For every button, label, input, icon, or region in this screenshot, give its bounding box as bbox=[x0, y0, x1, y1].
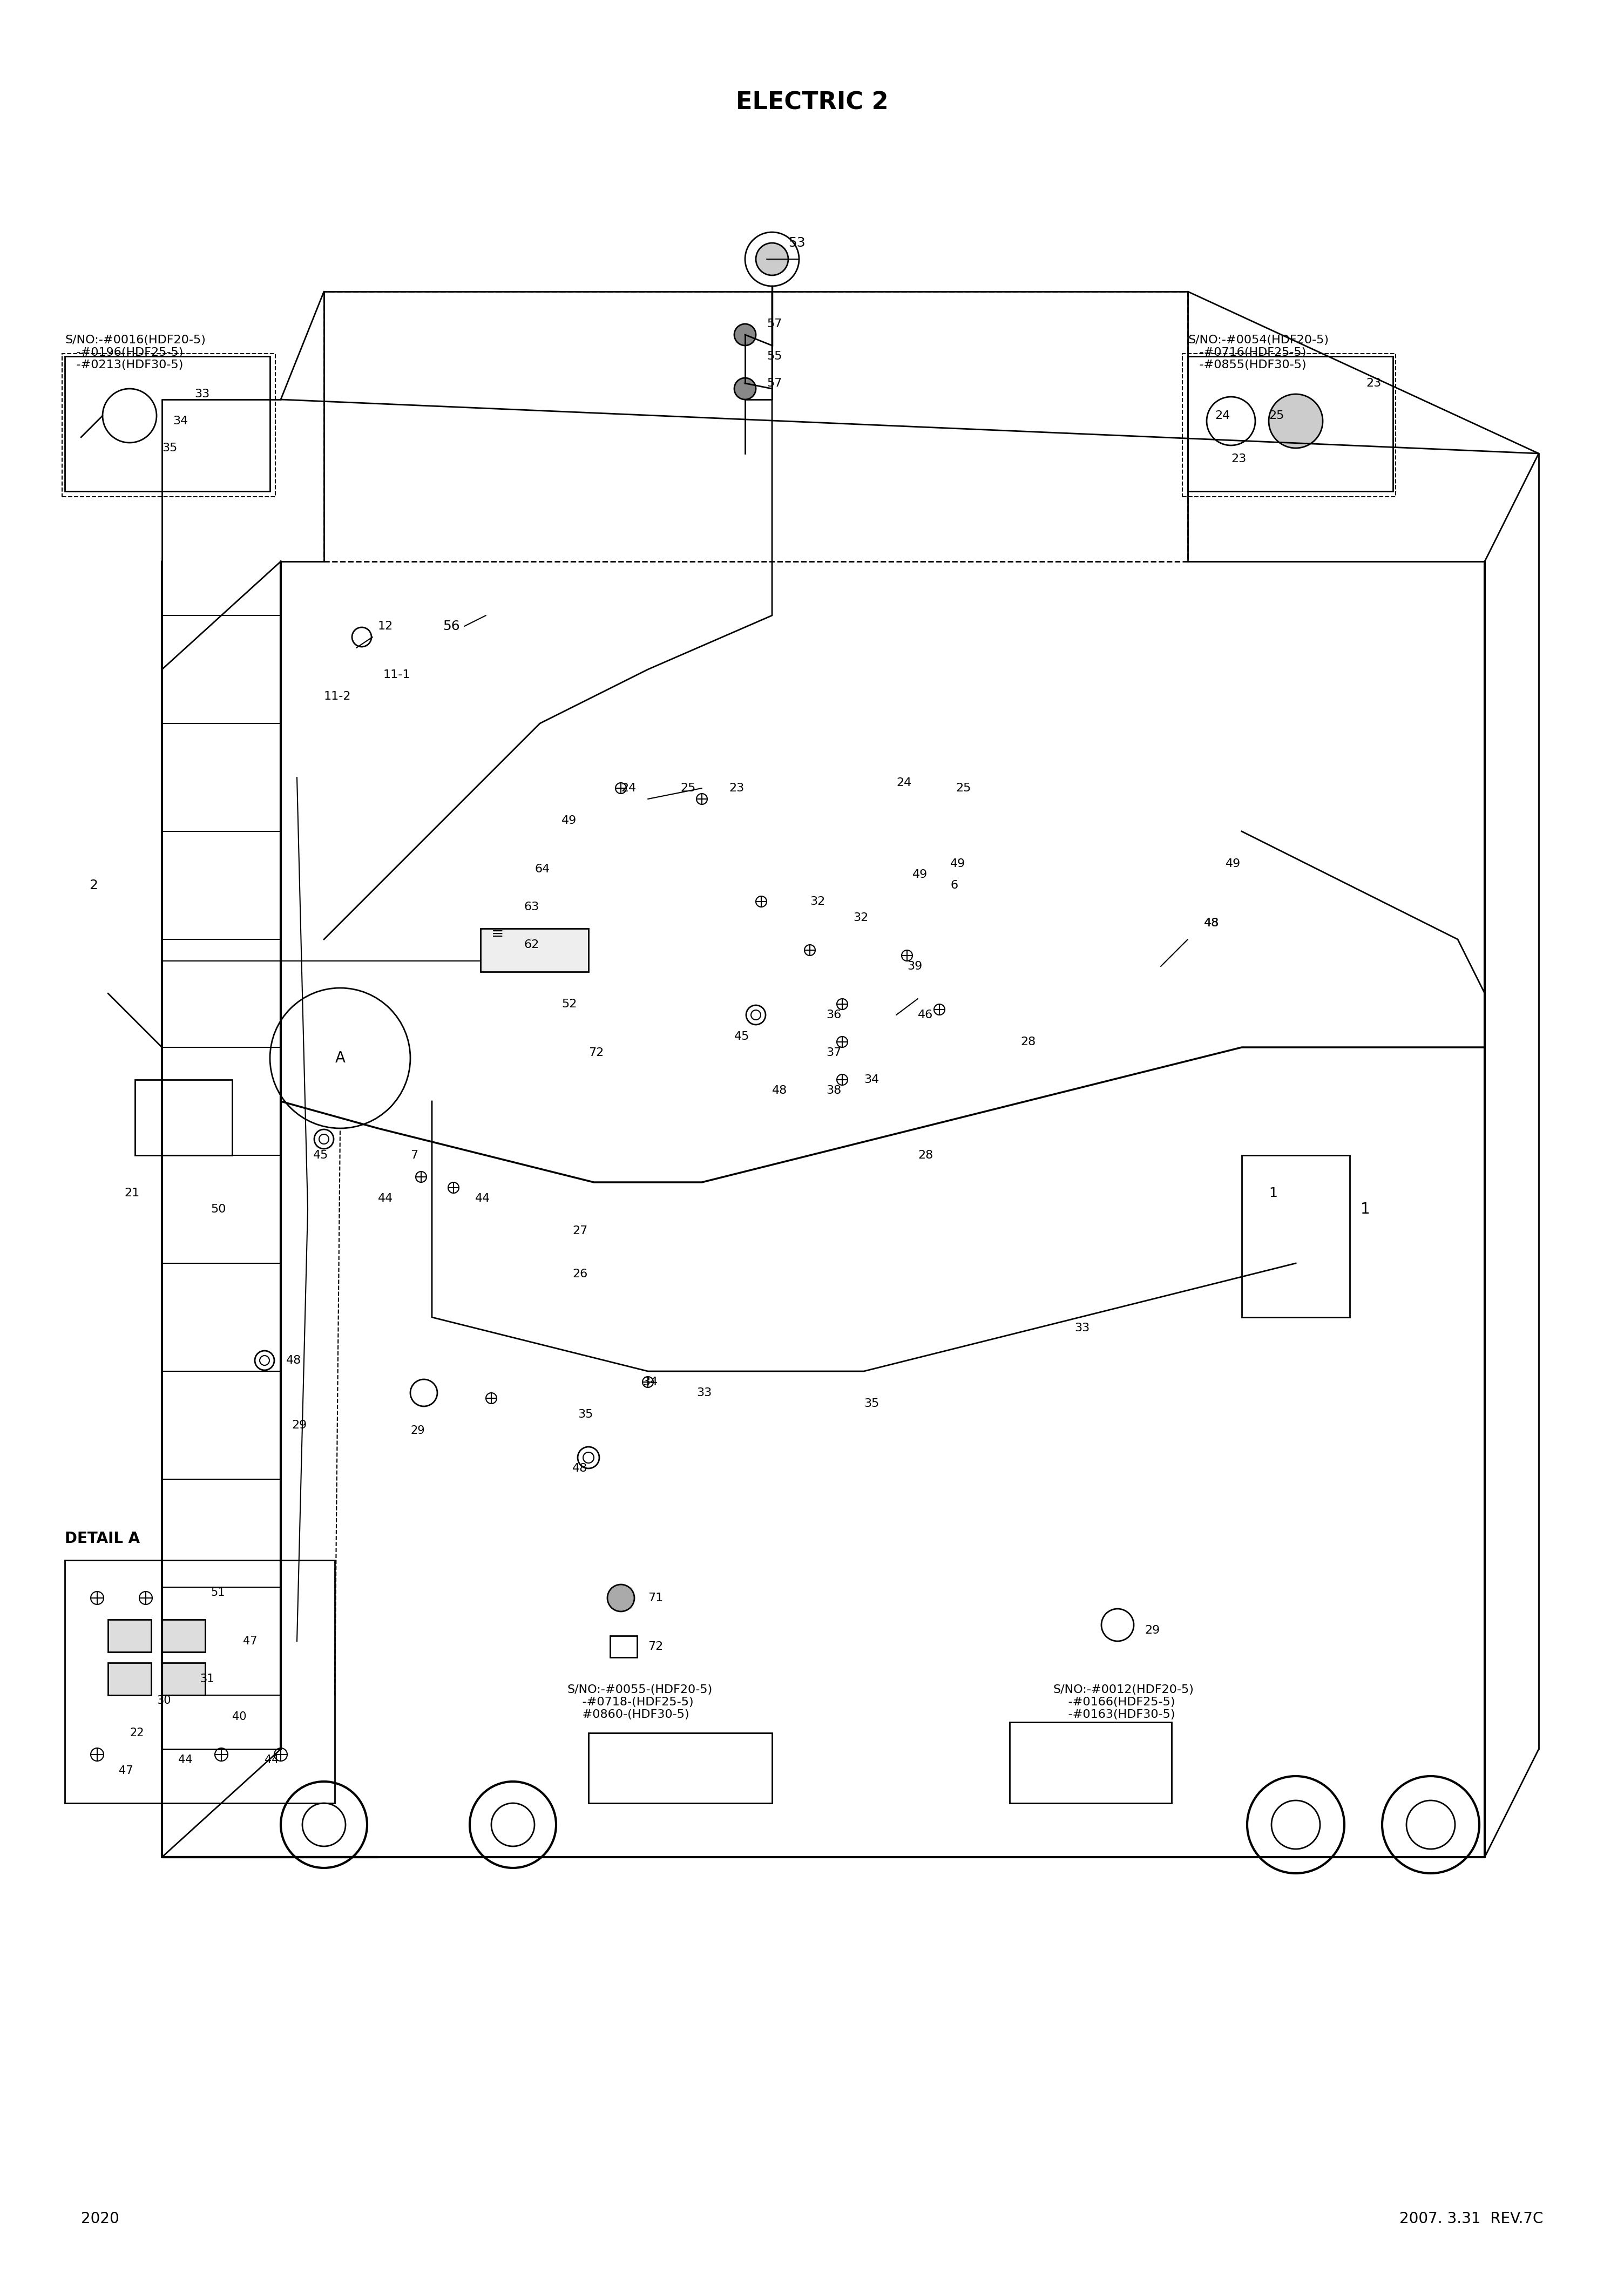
Text: 2: 2 bbox=[89, 879, 97, 893]
Text: 51: 51 bbox=[211, 1586, 224, 1598]
Text: 35: 35 bbox=[864, 1399, 879, 1410]
Text: S/NO:-#0054(HDF20-5)
   -#0716(HDF25-5)
   -#0855(HDF30-5): S/NO:-#0054(HDF20-5) -#0716(HDF25-5) -#0… bbox=[1187, 334, 1328, 371]
Text: S/NO:-#0055-(HDF20-5)
    -#0718-(HDF25-5)
    #0860-(HDF30-5): S/NO:-#0055-(HDF20-5) -#0718-(HDF25-5) #… bbox=[567, 1685, 713, 1721]
Text: 34: 34 bbox=[643, 1376, 658, 1387]
Text: 1: 1 bbox=[1361, 1202, 1371, 1218]
Text: 44: 44 bbox=[378, 1193, 393, 1204]
Bar bbox=[135, 1080, 232, 1156]
Bar bbox=[481, 929, 588, 973]
Circle shape bbox=[1268, 394, 1322, 449]
Text: 23: 23 bbox=[1231, 453, 1246, 465]
Text: 35: 35 bbox=[162, 442, 177, 453]
Text: DETAIL A: DETAIL A bbox=[65, 1531, 140, 1545]
Text: 11-2: 11-2 bbox=[323, 691, 351, 703]
Text: 47: 47 bbox=[244, 1637, 257, 1646]
Text: 49: 49 bbox=[950, 858, 965, 870]
Text: 47: 47 bbox=[119, 1765, 133, 1776]
Text: 45: 45 bbox=[313, 1149, 328, 1161]
Text: 29: 29 bbox=[292, 1419, 307, 1431]
Bar bbox=[1010, 1721, 1171, 1804]
Text: 7: 7 bbox=[411, 1149, 417, 1161]
Text: 32: 32 bbox=[810, 897, 825, 906]
Text: 49: 49 bbox=[913, 870, 927, 879]
Text: S/NO:-#0016(HDF20-5)
   -#0196(HDF25-5)
   -#0213(HDF30-5): S/NO:-#0016(HDF20-5) -#0196(HDF25-5) -#0… bbox=[65, 334, 206, 371]
Text: 30: 30 bbox=[156, 1696, 171, 1705]
Text: A: A bbox=[335, 1051, 346, 1067]
Text: 23: 23 bbox=[1366, 378, 1380, 389]
Text: 53: 53 bbox=[788, 236, 806, 250]
Text: 37: 37 bbox=[827, 1048, 841, 1058]
Text: 28: 28 bbox=[918, 1149, 934, 1161]
Text: 33: 33 bbox=[1075, 1323, 1090, 1334]
Circle shape bbox=[755, 243, 788, 275]
Text: 44: 44 bbox=[265, 1756, 279, 1765]
Text: 28: 28 bbox=[1020, 1037, 1036, 1048]
Circle shape bbox=[607, 1584, 635, 1611]
Text: 46: 46 bbox=[918, 1009, 934, 1021]
Text: 48: 48 bbox=[1203, 918, 1220, 929]
Text: 45: 45 bbox=[734, 1030, 750, 1041]
Text: 22: 22 bbox=[130, 1728, 145, 1737]
Text: 36: 36 bbox=[827, 1009, 841, 1021]
Text: ELECTRIC 2: ELECTRIC 2 bbox=[736, 92, 888, 114]
Text: 25: 25 bbox=[955, 783, 971, 794]
Text: 44: 44 bbox=[179, 1756, 193, 1765]
Text: 27: 27 bbox=[572, 1225, 588, 1236]
Text: 6: 6 bbox=[950, 879, 958, 890]
Bar bbox=[323, 291, 1187, 561]
Text: 48: 48 bbox=[572, 1463, 588, 1474]
Text: 57: 57 bbox=[767, 378, 783, 389]
Text: 34: 34 bbox=[172, 417, 188, 426]
Bar bbox=[1187, 357, 1393, 492]
Text: 24: 24 bbox=[620, 783, 637, 794]
Text: 52: 52 bbox=[562, 998, 577, 1009]
Text: 25: 25 bbox=[1268, 410, 1285, 421]
Text: 21: 21 bbox=[123, 1188, 140, 1199]
Bar bbox=[162, 1662, 205, 1696]
Text: 38: 38 bbox=[827, 1085, 841, 1096]
Text: 72: 72 bbox=[588, 1048, 604, 1058]
Text: 72: 72 bbox=[648, 1641, 663, 1653]
Text: 35: 35 bbox=[578, 1410, 593, 1419]
Bar bbox=[107, 1662, 151, 1696]
Text: 24: 24 bbox=[896, 778, 911, 787]
Text: 50: 50 bbox=[211, 1204, 226, 1215]
Text: 34: 34 bbox=[864, 1074, 879, 1085]
Text: 2020: 2020 bbox=[81, 2211, 119, 2227]
Text: 63: 63 bbox=[523, 902, 539, 913]
Bar bbox=[107, 1621, 151, 1653]
Text: 48: 48 bbox=[1203, 918, 1220, 929]
Text: 2007. 3.31  REV.7C: 2007. 3.31 REV.7C bbox=[1400, 2211, 1543, 2227]
Text: 56: 56 bbox=[443, 620, 460, 632]
Bar bbox=[611, 1637, 637, 1657]
Text: S/NO:-#0012(HDF20-5)
    -#0166(HDF25-5)
    -#0163(HDF30-5): S/NO:-#0012(HDF20-5) -#0166(HDF25-5) -#0… bbox=[1052, 1685, 1194, 1721]
Text: 31: 31 bbox=[200, 1673, 214, 1685]
Text: 32: 32 bbox=[853, 913, 869, 922]
Text: 23: 23 bbox=[729, 783, 744, 794]
Text: 24: 24 bbox=[1215, 410, 1229, 421]
Text: 57: 57 bbox=[767, 318, 783, 330]
Bar bbox=[1242, 1156, 1350, 1316]
Text: 64: 64 bbox=[534, 863, 551, 874]
Text: 48: 48 bbox=[286, 1355, 302, 1367]
Text: 11-1: 11-1 bbox=[383, 668, 411, 680]
Text: 26: 26 bbox=[572, 1268, 588, 1280]
Text: 71: 71 bbox=[648, 1593, 663, 1602]
Text: 25: 25 bbox=[680, 783, 695, 794]
Circle shape bbox=[734, 325, 755, 346]
Text: 1: 1 bbox=[1268, 1186, 1278, 1199]
Text: 33: 33 bbox=[697, 1387, 711, 1399]
Bar bbox=[588, 1733, 771, 1804]
Text: 49: 49 bbox=[1226, 858, 1241, 870]
Text: 44: 44 bbox=[476, 1193, 490, 1204]
Text: 55: 55 bbox=[767, 350, 783, 362]
Text: 29: 29 bbox=[411, 1426, 425, 1435]
Text: 39: 39 bbox=[908, 961, 922, 973]
Bar bbox=[62, 353, 276, 497]
Bar bbox=[65, 1561, 335, 1804]
Text: 29: 29 bbox=[1145, 1625, 1160, 1637]
Bar bbox=[65, 357, 270, 492]
Text: 48: 48 bbox=[771, 1085, 788, 1096]
Bar bbox=[1182, 353, 1395, 497]
Text: 49: 49 bbox=[562, 815, 577, 826]
